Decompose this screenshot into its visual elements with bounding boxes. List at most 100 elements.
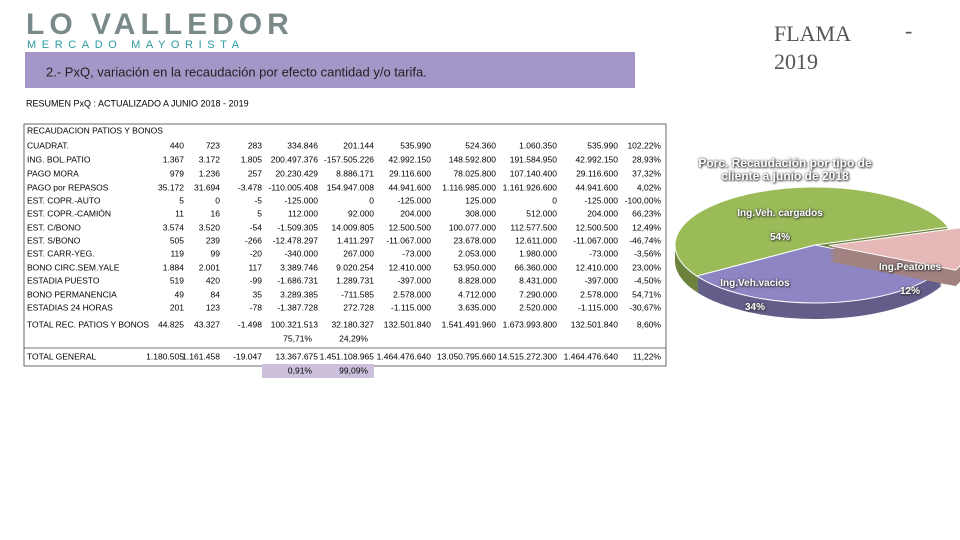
row-label: BONO CIRC.SEM.YALE [27, 262, 120, 272]
cell: 100.321.513 [271, 319, 319, 329]
cell: 32.180.327 [331, 319, 374, 329]
cell: 12.410.000 [388, 262, 431, 272]
cell: -5 [254, 195, 262, 205]
cell: -4,50% [634, 275, 661, 285]
cell: 201 [170, 302, 184, 312]
row-label: EST. COPR.-AUTO [27, 195, 101, 205]
cell: 3.172 [199, 154, 221, 164]
cell: 204.000 [587, 208, 618, 218]
cell: -266 [245, 235, 262, 245]
cell: 23,00% [632, 262, 661, 272]
cell: 11,22% [633, 351, 662, 361]
cell: 23.678.000 [453, 235, 496, 245]
row-label: PAGO MORA [27, 168, 79, 178]
cell: -3.478 [238, 182, 262, 192]
cell: 112.000 [288, 208, 318, 218]
cell: -1.115.000 [391, 302, 431, 312]
cell: 2.578.000 [580, 289, 618, 299]
cell: -1.387.728 [277, 302, 318, 312]
cell: 440 [170, 140, 184, 150]
cell: 28,93% [632, 154, 661, 164]
cell: -46,74% [629, 235, 661, 245]
logo-subtitle: MERCADO MAYORISTA [27, 39, 245, 51]
cell: 66.360.000 [514, 262, 557, 272]
cell: -125.000 [284, 195, 318, 205]
cell: 92.000 [348, 208, 374, 218]
cell: -30,67% [629, 302, 661, 312]
cell: 44.825 [158, 319, 184, 329]
cell: 7.290.000 [519, 289, 557, 299]
cell: 0 [215, 195, 220, 205]
cell: 100.077.000 [449, 222, 497, 232]
cell: 3.635.000 [458, 302, 496, 312]
row-label: EST. S/BONO [27, 235, 81, 245]
cell: 1.116.985.000 [442, 182, 496, 192]
cell: 200.497.376 [271, 154, 319, 164]
cell: 979 [170, 168, 184, 178]
cell: 5 [257, 208, 262, 218]
cell: 257 [248, 168, 262, 178]
cell: 14.009.805 [331, 222, 374, 232]
cell: -11.067.000 [573, 235, 618, 245]
cell: 308.000 [465, 208, 496, 218]
cell: -340.000 [284, 248, 318, 258]
cell: 117 [248, 262, 262, 272]
share-cell: 24,29% [339, 333, 368, 343]
cell: -1.498 [238, 319, 262, 329]
cell: 8.828.000 [458, 275, 496, 285]
cell: 420 [206, 275, 220, 285]
cell: 1.180.505 [146, 351, 184, 361]
row-label: CUADRAT. [27, 140, 69, 150]
cell: -1.686.731 [277, 275, 318, 285]
cell: -125.000 [397, 195, 431, 205]
cell: 1.884 [163, 262, 185, 272]
share-cell: 99,09% [339, 365, 368, 375]
share-cell: 75,71% [283, 333, 312, 343]
cell: -1.115.000 [578, 302, 618, 312]
cell: 204.000 [400, 208, 431, 218]
cell: -12.478.297 [273, 235, 319, 245]
summary: RESUMEN PxQ : ACTUALIZADO A JUNIO 2018 -… [26, 98, 249, 108]
dash: - [905, 18, 912, 43]
cell: 44.941.600 [388, 182, 431, 192]
cell: -125.000 [584, 195, 618, 205]
cell: -1.509.305 [277, 222, 318, 232]
table-caption: RECAUDACION PATIOS Y BONOS [27, 125, 163, 135]
cell: 505 [170, 235, 184, 245]
cell: 2.001 [199, 262, 221, 272]
banner-bg [25, 52, 635, 88]
cell: 0 [369, 195, 374, 205]
cell: 535.990 [400, 140, 431, 150]
cell: 44.941.600 [575, 182, 618, 192]
cell: 272.728 [343, 302, 374, 312]
cell: 1.367 [163, 154, 185, 164]
cell: 2.053.000 [458, 248, 496, 258]
cell: 42.992.150 [388, 154, 431, 164]
cell: 1.464.476.640 [564, 351, 619, 361]
cell: 148.592.800 [449, 154, 497, 164]
cell: 125.000 [465, 195, 496, 205]
slice-value: 34% [744, 302, 765, 313]
cell: 0 [552, 195, 557, 205]
cell: 54,71% [632, 289, 661, 299]
cell: 191.584.950 [510, 154, 558, 164]
cell: 5 [179, 195, 184, 205]
cell: -78 [250, 302, 263, 312]
row-label: BONO PERMANENCIA [27, 289, 117, 299]
slice [828, 227, 960, 271]
cell: 20.230.429 [275, 168, 318, 178]
cell: 524.360 [465, 140, 496, 150]
cell: 334.846 [287, 140, 318, 150]
cell: 8.431.000 [519, 275, 557, 285]
cell: 102,22% [627, 140, 661, 150]
slice-label: Ing.Veh. cargados [737, 208, 823, 219]
cell: -397.000 [397, 275, 431, 285]
cell: 132.501.840 [571, 319, 619, 329]
cell: 1.161.458 [182, 351, 220, 361]
pie-title: Porc. Recaudación por tipo de cliente a … [698, 156, 872, 183]
logo: LO VALLEDOR [26, 8, 294, 41]
cell: 8,60% [637, 319, 662, 329]
cell: 35 [253, 289, 263, 299]
cell: 4,02% [637, 182, 662, 192]
